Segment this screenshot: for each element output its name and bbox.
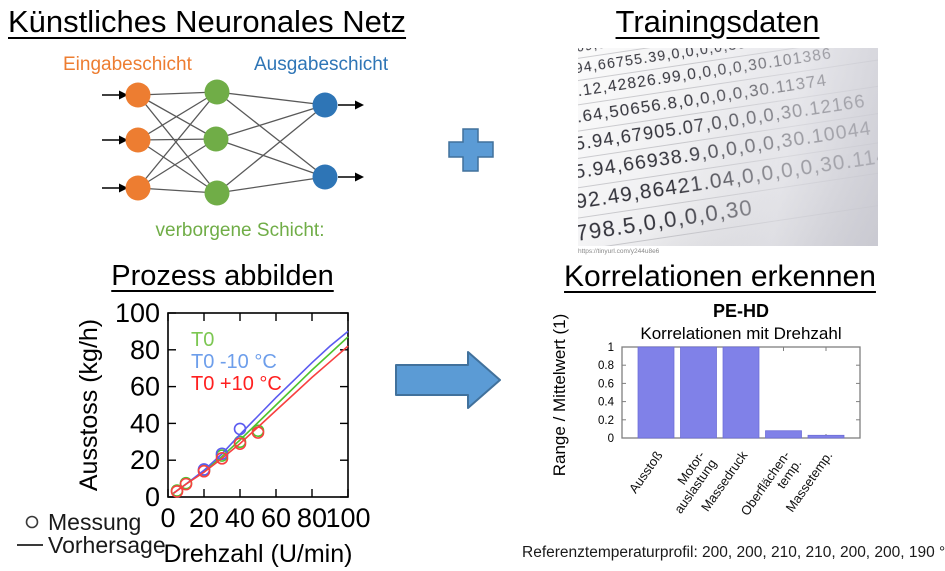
y-tick-label: 80 — [130, 335, 160, 365]
ann-io-arrows — [102, 90, 364, 193]
ann-output-layer — [312, 92, 338, 190]
neural-network-diagram — [102, 79, 364, 206]
bar — [807, 434, 845, 439]
measurement-marker — [233, 422, 247, 436]
measurement-label: Messung — [48, 509, 141, 535]
ann-input-node — [125, 127, 151, 153]
y-axis-label: Range / Mittelwert (1) — [550, 314, 569, 477]
y-tick-labels: 0 0.2 0.4 0.6 0.8 1 — [598, 342, 615, 445]
x-tick-label: 80 — [297, 503, 327, 533]
x-tick-label: 60 — [261, 503, 291, 533]
y-tick-label: 0.8 — [598, 360, 614, 372]
correlation-bar-chart: PE-HD Korrelationen mit Drehzahl 0 0.2 0.4 0.… — [550, 301, 861, 519]
ann-hidden-layer — [203, 79, 230, 206]
plus-icon — [448, 128, 494, 172]
y-axis-label: Ausstoss (kg/h) — [75, 319, 103, 491]
line-series — [170, 345, 349, 498]
correlation-section-title: Korrelationen erkennen — [564, 260, 876, 293]
x-tick-label: 100 — [325, 503, 370, 533]
ann-input-node — [125, 82, 151, 108]
plot-area — [167, 312, 349, 498]
x-category-labels: Ausstoß Motor-auslastungMassedruckOberflä… — [626, 448, 836, 519]
training-data-photo: 9,09,35.94,66755.39,0,0,0,0,30.092459.12… — [578, 48, 878, 246]
photo-source-caption: https://tinyurl.com/y244u8e6 — [578, 248, 660, 255]
output-layer-label: Ausgabeschicht — [254, 54, 389, 75]
bar-chart-subtitle: Korrelationen mit Drehzahl — [640, 324, 841, 343]
photo-blur-overlay — [578, 48, 878, 246]
legend-entry: T0 — [191, 329, 214, 351]
arrowhead-icon — [119, 90, 128, 100]
measurement-marker — [179, 477, 193, 491]
ann-input-node — [125, 175, 151, 201]
y-tick-label: 0 — [145, 482, 160, 512]
reference-temperature-profile: Referenztemperaturprofil: 200, 200, 210,… — [522, 544, 945, 561]
arrowhead-icon — [119, 183, 128, 193]
bars — [637, 346, 845, 439]
hidden-layer-label: verborgene Schicht: — [155, 220, 325, 241]
y-tick-label: 20 — [130, 445, 160, 475]
legend-entry: T0 +10 °C — [191, 373, 282, 395]
y-tick-labels: 0 20 40 60 80 100 — [115, 300, 160, 512]
training-section-title: Trainingsdaten — [615, 4, 820, 39]
arrowhead-icon — [119, 135, 128, 145]
y-tick-label: 0.6 — [598, 378, 614, 390]
y-tick-label: 0.2 — [598, 415, 614, 427]
ann-hidden-node — [204, 180, 230, 206]
ann-connections — [137, 91, 326, 194]
arrowhead-icon — [355, 172, 364, 182]
bar — [637, 346, 675, 439]
ann-output-node — [312, 164, 338, 190]
legend-entry: T0 -10 °C — [191, 351, 277, 373]
bar — [722, 346, 760, 439]
x-tick-label: 40 — [225, 503, 255, 533]
y-tick-label: 100 — [115, 300, 160, 328]
ann-output-node — [312, 92, 338, 118]
arrowhead-icon — [355, 100, 364, 110]
y-tick-label: 60 — [130, 372, 160, 402]
x-axis-label: Drehzahl (U/min) — [164, 540, 353, 568]
measurement-marker — [233, 437, 247, 450]
ann-input-layer — [125, 82, 151, 201]
ann-hidden-node — [204, 79, 230, 105]
measurement-marker — [170, 485, 184, 498]
bar-chart-title: PE-HD — [713, 301, 769, 321]
prediction-line — [172, 330, 349, 494]
y-tick-label: 0 — [608, 433, 614, 445]
y-tick-label: 0.4 — [598, 397, 615, 409]
bar — [765, 430, 802, 439]
x-tick-label: 20 — [189, 503, 219, 533]
ann-hidden-node — [203, 126, 229, 152]
x-tick-label: 0 — [160, 503, 175, 533]
input-layer-label: Eingabeschicht — [63, 54, 192, 75]
category-label: Ausstoß — [626, 448, 666, 496]
measurement-marker — [215, 452, 229, 465]
measurement-marker — [197, 464, 211, 478]
y-tick-label: 40 — [130, 408, 160, 438]
measurement-marker-icon — [25, 515, 39, 529]
process-section-title: Prozess abbilden — [111, 260, 334, 292]
axis-ticks — [167, 312, 349, 498]
ann-section-title: Künstliches Neuronales Netz — [8, 4, 407, 39]
y-tick-label: 1 — [608, 342, 614, 354]
right-arrow-icon — [395, 351, 501, 409]
measurement-marker — [251, 426, 265, 439]
bar — [680, 346, 717, 439]
prediction-label: Vorhersage — [48, 532, 166, 558]
